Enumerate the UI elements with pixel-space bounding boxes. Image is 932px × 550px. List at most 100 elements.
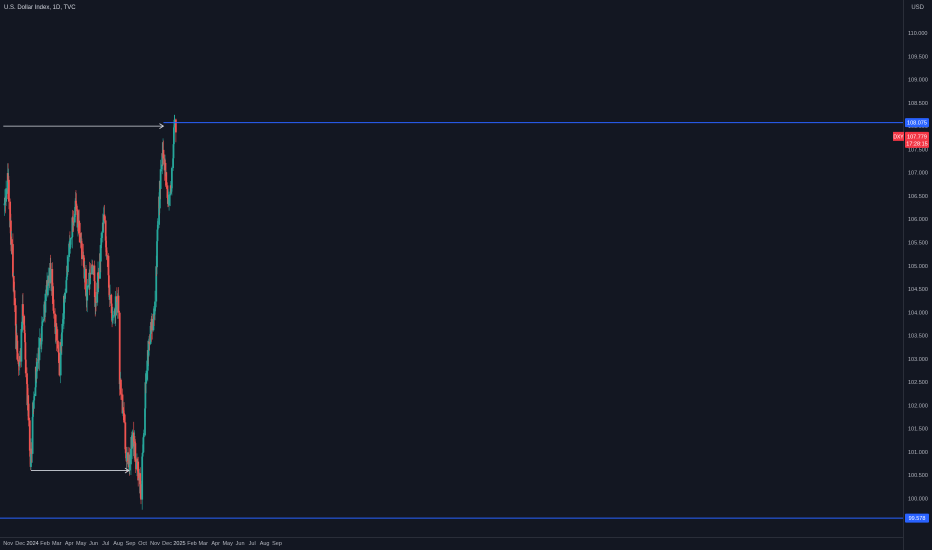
candle-body [21,324,24,330]
candle-body [28,420,31,451]
candle-body [148,341,151,344]
x-tick-label: Feb [187,541,196,547]
symbol-badge-label: DXY [893,134,904,140]
x-tick-label: Nov [3,541,13,547]
candle-body [128,464,131,471]
candle-body [32,400,35,409]
y-tick-label: 101.000 [908,450,928,456]
candle-body [89,272,92,274]
candle-body [42,318,45,321]
x-tick-label: Mar [52,541,62,547]
candle-body [41,321,44,327]
candle-body [120,379,122,394]
candle-body [34,387,37,397]
candle-body [3,203,6,206]
candle-body [166,185,169,198]
candle-body [148,341,150,350]
y-tick-label: 109.500 [908,54,928,60]
candle-body [151,318,154,331]
candle-body [69,239,72,245]
candle-body [35,371,38,379]
candle-body [24,333,26,343]
candle-body [100,238,103,245]
candle-body [152,319,155,331]
candle-body [12,275,15,292]
candle-body [99,253,101,279]
y-tick-label: 106.500 [908,194,928,200]
candle-body [110,303,113,314]
candle-body [61,332,63,347]
candle-body [111,315,114,318]
currency-label[interactable]: USD [911,5,924,11]
y-tick-label: 110.000 [908,31,927,37]
y-tick-label: 100.500 [908,473,928,479]
candle-body [99,244,102,262]
y-tick-label: 101.500 [908,427,928,433]
candle-body [40,341,43,345]
candle-body [62,319,65,324]
candle-body [174,119,177,133]
candle-body [58,352,60,361]
candle-body [47,275,50,286]
lower-line-price-badge [905,513,929,523]
candle-body [154,301,156,312]
candle-body [142,437,145,453]
candle-body [5,188,8,202]
x-tick-label: Jun [89,541,98,547]
candle-body [124,449,127,454]
candle-body [162,149,165,159]
x-tick-label: Sep [272,541,282,547]
candle-body [116,302,119,310]
candle-body [139,473,142,494]
x-tick-label: May [222,541,233,547]
candle-body [83,268,86,279]
candle-body [134,441,136,444]
symbol-title[interactable]: U.S. Dollar Index, 1D, TVC [4,5,76,11]
candle-body [65,280,68,293]
y-tick-label: 103.000 [908,357,928,363]
candle-body [52,286,54,300]
last-price-label: 107.779 [907,134,927,140]
candle-body [65,276,68,281]
candle-body [137,461,140,481]
candle-body [58,360,61,376]
candle-body [94,302,97,307]
candle-body [153,311,156,315]
candle-body [87,284,90,286]
candle-body [72,221,75,226]
x-tick-label: Sep [126,541,136,547]
candle-body [90,272,93,274]
candle-body [136,459,139,463]
candle-body [160,164,163,170]
candle-body [161,153,164,165]
candle-body [14,305,17,326]
candle-body [12,244,14,277]
x-tick-label: Dec [15,541,25,547]
candle-body [109,294,111,300]
candle-body [56,340,59,349]
candle-body [75,200,77,204]
symbol-badge [893,131,904,141]
candle-body [172,127,175,145]
candle-body [97,272,100,276]
candle-body [149,325,152,344]
candle-body [82,255,85,259]
candle-body [80,241,83,244]
candle-body [122,410,125,414]
y-tick-label: 102.500 [908,380,928,386]
candle-body [83,258,85,268]
y-tick-label: 105.500 [908,240,928,246]
candle-body [23,329,26,334]
candle-body [75,203,78,210]
x-tick-label: Oct [138,541,147,547]
candle-body [103,214,106,221]
candle-body [152,313,155,320]
candle-body [64,292,67,299]
candle-body [144,382,147,409]
x-tick-label: Apr [65,541,74,547]
candle-body [132,432,135,447]
candle-body [97,272,99,293]
candle-body [105,247,108,257]
candle-body [71,217,74,237]
